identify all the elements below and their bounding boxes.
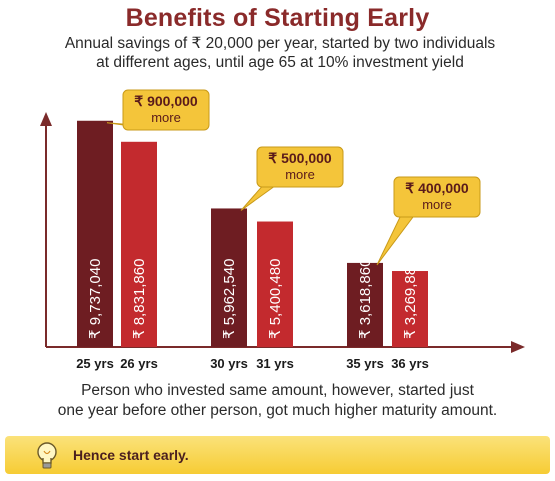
- footnote-line-2: one year before other person, got much h…: [57, 402, 498, 419]
- bar-value-label: ₹ 5,962,540: [221, 259, 238, 339]
- chart-title: Benefits of Starting Early: [125, 4, 430, 32]
- bar-31-yrs: [257, 221, 293, 347]
- footnote-line-1: Person who invested same amount, however…: [81, 382, 474, 399]
- bar-chart: ₹ 9,737,040 25 yrs ₹ 8,831,860 26 yrs ₹ 900,…: [40, 89, 525, 371]
- y-axis-arrow: [40, 112, 52, 126]
- bar-25-yrs: [77, 120, 113, 347]
- callout-bubble: [393, 176, 481, 218]
- bar-35-yrs: [347, 262, 383, 347]
- callout-pointer: [376, 212, 418, 266]
- callout-text: more: [151, 110, 181, 125]
- x-tick-label: 31 yrs: [256, 356, 294, 371]
- callout-text: ₹ 400,000: [405, 180, 469, 196]
- bar-30-yrs: [211, 208, 247, 347]
- callout-text: ₹ 900,000: [134, 93, 198, 109]
- lightbulb-icon: [37, 442, 57, 469]
- bar-26-yrs: [121, 141, 157, 347]
- tip-banner: Hence start early.: [5, 436, 550, 474]
- chart-subtitle: Annual savings of ₹ 20,000 per year, sta…: [40, 34, 520, 72]
- bar-value-label: ₹ 9,737,040: [87, 259, 104, 339]
- x-axis-arrow: [511, 341, 525, 353]
- bar-36-yrs: [392, 271, 428, 347]
- bar-value-label: ₹ 3,269,880: [402, 259, 419, 339]
- x-tick-label: 25 yrs: [76, 356, 114, 371]
- callout-text: more: [285, 167, 315, 182]
- chart-footnote: Person who invested same amount, however…: [10, 381, 545, 421]
- callout-bubble: [256, 146, 344, 188]
- bar-value-label: ₹ 3,618,860: [357, 259, 374, 339]
- callout-text: ₹ 500,000: [268, 150, 332, 166]
- subtitle-line-1: Annual savings of ₹ 20,000 per year, sta…: [64, 35, 496, 52]
- x-tick-label: 30 yrs: [210, 356, 248, 371]
- bar-value-label: ₹ 5,400,480: [267, 259, 284, 339]
- bar-value-label: ₹ 8,831,860: [131, 259, 148, 339]
- tip-text: Hence start early.: [73, 447, 189, 463]
- x-tick-label: 36 yrs: [391, 356, 429, 371]
- x-tick-label: 35 yrs: [346, 356, 384, 371]
- callout-bubble: [122, 89, 210, 131]
- subtitle-line-2: at different ages, until age 65 at 10% i…: [96, 54, 464, 71]
- callout-text: more: [422, 197, 452, 212]
- x-tick-label: 26 yrs: [120, 356, 158, 371]
